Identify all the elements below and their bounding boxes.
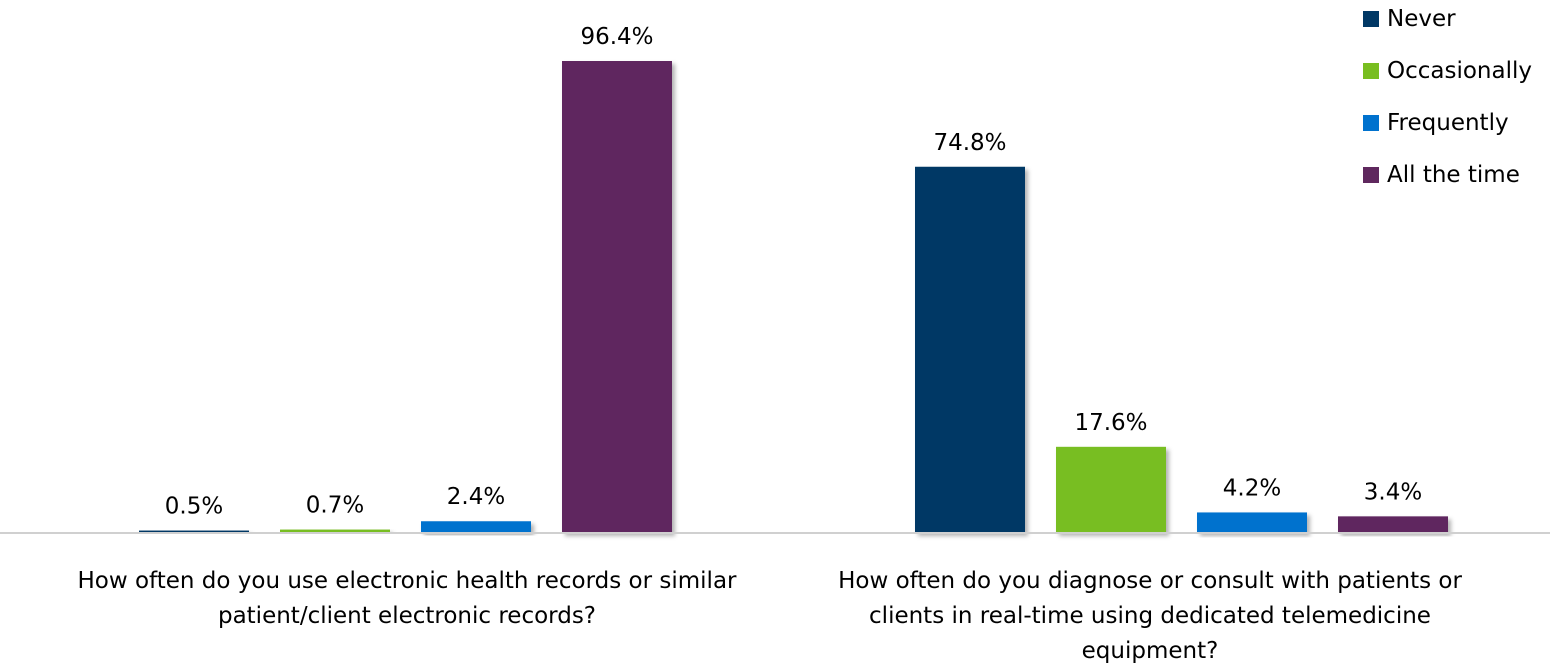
data-label: 4.2%	[1223, 475, 1281, 501]
bar-all-the-time-group-2	[1338, 516, 1448, 533]
category-label-line: patient/client electronic records?	[218, 603, 596, 629]
data-label: 17.6%	[1074, 410, 1147, 436]
data-label: 3.4%	[1364, 479, 1422, 505]
bar-occasionally-group-1	[280, 529, 390, 533]
legend-label: Occasionally	[1387, 58, 1532, 84]
category-label-line: How often do you diagnose or consult wit…	[838, 568, 1462, 594]
legend-label: Never	[1387, 6, 1456, 32]
data-label: 74.8%	[933, 130, 1006, 156]
legend-label: Frequently	[1387, 110, 1509, 136]
bar-never-group-2	[915, 166, 1025, 533]
value-labels-group: 0.5% 0.7% 2.4% 96.4% 74.8% 17.6% 4.2% 3.4%	[165, 24, 1422, 520]
bar-all-the-time-group-1	[562, 61, 672, 533]
bar-frequently-group-2	[1197, 512, 1307, 533]
legend: Never Occasionally Frequently All the time	[1363, 6, 1532, 188]
bar-never-group-1	[139, 530, 249, 533]
bars-group	[139, 61, 1448, 533]
data-label: 0.7%	[306, 493, 364, 519]
legend-swatch-frequently	[1363, 115, 1379, 131]
bar-frequently-group-1	[421, 521, 531, 533]
legend-swatch-all-the-time	[1363, 167, 1379, 183]
category-label-line: How often do you use electronic health r…	[77, 568, 737, 594]
bar-occasionally-group-2	[1056, 446, 1166, 533]
data-label: 0.5%	[165, 494, 223, 520]
legend-swatch-never	[1363, 11, 1379, 27]
data-label: 2.4%	[447, 484, 505, 510]
category-label-line: clients in real-time using dedicated tel…	[869, 603, 1431, 629]
legend-swatch-occasionally	[1363, 63, 1379, 79]
category-labels-group: How often do you use electronic health r…	[77, 568, 1462, 664]
category-label-line: equipment?	[1082, 638, 1219, 664]
data-label: 96.4%	[580, 24, 653, 50]
legend-label: All the time	[1387, 162, 1520, 188]
